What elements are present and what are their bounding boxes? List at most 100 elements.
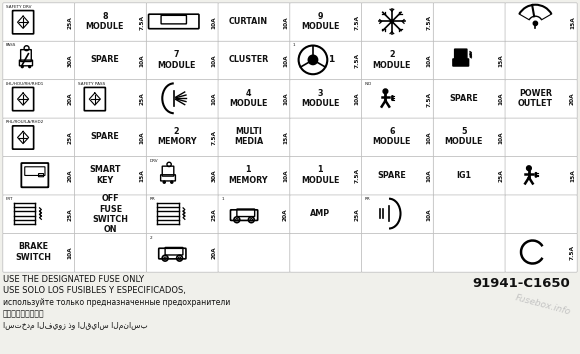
Text: 15A: 15A [570,170,575,182]
FancyBboxPatch shape [75,3,147,42]
Circle shape [309,55,318,64]
Text: 10A: 10A [283,93,288,105]
Text: Fusebox.info: Fusebox.info [514,293,572,316]
FancyBboxPatch shape [3,3,75,42]
Text: SAFETY DRV: SAFETY DRV [6,5,31,9]
Text: 20A: 20A [211,246,216,259]
FancyBboxPatch shape [433,80,505,119]
Text: 7.5A: 7.5A [570,245,575,260]
Text: LHL/HOU/RH/RHD1: LHL/HOU/RH/RHD1 [6,82,44,86]
Text: 10A: 10A [498,93,503,105]
Text: 25A: 25A [68,131,72,144]
Text: 1
MEMORY: 1 MEMORY [229,165,268,185]
FancyBboxPatch shape [218,233,290,272]
Text: SMART
KEY: SMART KEY [89,165,121,185]
Circle shape [527,166,531,171]
Circle shape [535,176,536,177]
FancyBboxPatch shape [290,3,362,42]
FancyBboxPatch shape [453,59,469,66]
Text: SPARE: SPARE [450,94,478,103]
Text: 6
MODULE: 6 MODULE [373,127,411,147]
FancyBboxPatch shape [3,41,75,80]
Text: 2
MEMORY: 2 MEMORY [157,127,197,147]
FancyBboxPatch shape [290,195,362,234]
Text: FRT: FRT [6,197,13,201]
Text: 15A: 15A [140,170,144,182]
FancyBboxPatch shape [75,118,147,157]
FancyBboxPatch shape [505,3,577,42]
Text: 1: 1 [221,197,224,201]
Text: 10A: 10A [211,54,216,67]
Text: CURTAIN: CURTAIN [229,17,268,26]
Circle shape [163,181,165,183]
FancyBboxPatch shape [455,49,467,60]
FancyBboxPatch shape [433,233,505,272]
Text: 10A: 10A [283,16,288,29]
Text: RHL/ROU/LA/RHD2: RHL/ROU/LA/RHD2 [6,120,44,124]
FancyBboxPatch shape [433,118,505,157]
Text: 7.5A: 7.5A [426,92,432,107]
Text: 请使用指定的保险丝: 请使用指定的保险丝 [3,309,45,319]
Text: USE SOLO LOS FUSIBLES Y ESPECIFICADOS,: USE SOLO LOS FUSIBLES Y ESPECIFICADOS, [3,286,186,296]
FancyBboxPatch shape [361,80,434,119]
Text: 15A: 15A [498,54,503,67]
FancyBboxPatch shape [3,118,75,157]
Text: 10A: 10A [498,131,503,144]
FancyBboxPatch shape [361,41,434,80]
Text: 25A: 25A [211,208,216,221]
Text: RR: RR [150,197,155,201]
Text: CLUSTER: CLUSTER [229,55,269,64]
Text: 10A: 10A [426,54,432,67]
Text: 1: 1 [293,44,295,47]
Circle shape [21,65,23,68]
Text: 10A: 10A [283,170,288,182]
FancyBboxPatch shape [290,156,362,195]
FancyBboxPatch shape [505,80,577,119]
Text: 7.5A: 7.5A [355,53,360,68]
FancyBboxPatch shape [75,233,147,272]
Text: 7.5A: 7.5A [211,130,216,145]
Text: USE THE DESIGNATED FUSE ONLY: USE THE DESIGNATED FUSE ONLY [3,275,144,284]
Text: 1: 1 [328,55,335,64]
FancyBboxPatch shape [361,3,434,42]
FancyBboxPatch shape [505,233,577,272]
Text: 20A: 20A [283,208,288,221]
FancyBboxPatch shape [505,195,577,234]
FancyBboxPatch shape [505,41,577,80]
Circle shape [390,20,393,23]
Text: 30A: 30A [211,170,216,182]
Text: 10A: 10A [426,131,432,144]
FancyBboxPatch shape [218,3,290,42]
FancyBboxPatch shape [290,80,362,119]
Text: SPARE: SPARE [90,132,119,141]
Text: 5
MODULE: 5 MODULE [444,127,483,147]
Circle shape [533,21,538,25]
Text: 7.5A: 7.5A [426,15,432,30]
FancyBboxPatch shape [361,195,434,234]
FancyBboxPatch shape [75,80,147,119]
Text: 7.5A: 7.5A [140,15,144,30]
Text: 7
MODULE: 7 MODULE [157,50,196,70]
FancyBboxPatch shape [146,118,219,157]
Circle shape [392,99,393,100]
Text: 7.5A: 7.5A [355,169,360,183]
Circle shape [535,174,536,176]
Text: 3
MODULE: 3 MODULE [301,88,339,108]
Text: 20A: 20A [68,93,72,105]
FancyBboxPatch shape [218,118,290,157]
FancyBboxPatch shape [361,118,434,157]
Text: 15A: 15A [570,16,575,29]
FancyBboxPatch shape [505,118,577,157]
Circle shape [392,97,393,99]
FancyBboxPatch shape [3,195,75,234]
Text: 10A: 10A [426,170,432,182]
Text: 10A: 10A [140,54,144,67]
Text: 91941-C1650: 91941-C1650 [472,277,570,290]
Text: DRV: DRV [150,159,158,163]
FancyBboxPatch shape [290,233,362,272]
FancyBboxPatch shape [146,80,219,119]
FancyBboxPatch shape [433,195,505,234]
Text: 10A: 10A [68,246,72,259]
FancyBboxPatch shape [146,156,219,195]
FancyBboxPatch shape [505,156,577,195]
